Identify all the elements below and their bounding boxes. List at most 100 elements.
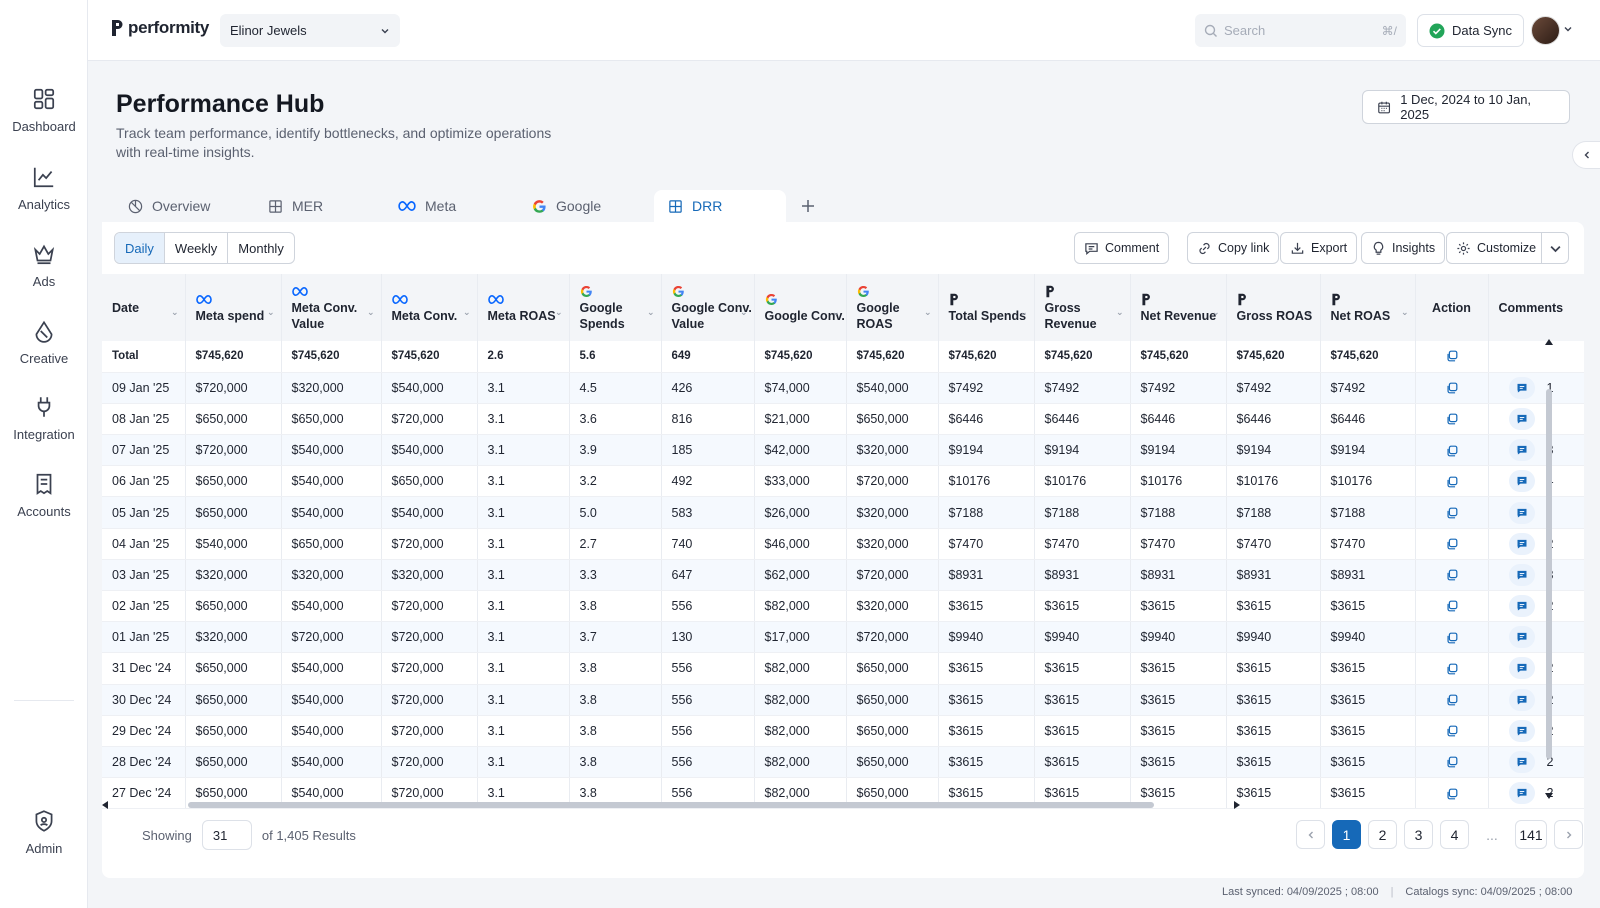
column-header[interactable]: Meta Conv. Value ⌄ <box>281 274 382 341</box>
sort-chevron-icon[interactable]: ⌄ <box>266 307 275 317</box>
column-header[interactable]: Action <box>1415 274 1489 341</box>
sort-chevron-icon[interactable]: ⌄ <box>1115 307 1124 317</box>
sidebar-item-admin[interactable]: Admin <box>0 808 88 878</box>
sort-chevron-icon[interactable]: ⌄ <box>554 307 563 317</box>
duplicate-icon[interactable] <box>1445 412 1459 426</box>
column-header[interactable]: Gross Revenue ⌄ <box>1034 274 1131 341</box>
table-row[interactable]: 30 Dec '24 $650,000 $540,000 $720,000 3.1 3.8… <box>102 684 1584 716</box>
comment-bubble[interactable] <box>1508 657 1535 680</box>
period-monthly[interactable]: Monthly <box>238 240 284 256</box>
horizontal-scrollbar[interactable] <box>102 799 1242 809</box>
comment-bubble[interactable] <box>1508 439 1535 462</box>
page-button[interactable]: 1 <box>1332 820 1361 849</box>
vertical-scroll-thumb[interactable] <box>1546 389 1552 759</box>
customize-button[interactable]: Customize <box>1446 232 1570 264</box>
sidebar-item-analytics[interactable]: Analytics <box>0 164 88 234</box>
sort-chevron-icon[interactable]: ⌄ <box>831 307 840 317</box>
scroll-right-icon[interactable] <box>1234 801 1240 809</box>
sort-chevron-icon[interactable]: ⌄ <box>1400 307 1409 317</box>
table-row[interactable]: 28 Dec '24 $650,000 $540,000 $720,000 3.1 3.8… <box>102 746 1584 779</box>
copy-link-button[interactable]: Copy link <box>1187 232 1280 264</box>
table-row[interactable]: 01 Jan '25 $320,000 $720,000 $720,000 3.1 3.7… <box>102 621 1584 654</box>
column-header[interactable]: Meta spend ⌄ <box>185 274 282 341</box>
insights-button[interactable]: Insights <box>1361 232 1446 264</box>
comment-bubble[interactable] <box>1508 626 1535 649</box>
brand-select[interactable]: Elinor Jewels <box>220 14 400 47</box>
sort-chevron-icon[interactable]: ⌄ <box>923 307 932 317</box>
sidebar-item-ads[interactable]: Ads <box>0 241 88 311</box>
duplicate-icon[interactable] <box>1445 444 1459 458</box>
period-weekly[interactable]: Weekly <box>165 233 229 263</box>
sort-chevron-icon[interactable]: ⌄ <box>739 307 748 317</box>
scroll-down-icon[interactable] <box>1545 793 1553 799</box>
table-row[interactable]: 05 Jan '25 $650,000 $540,000 $540,000 3.1 5.0… <box>102 496 1584 529</box>
sort-chevron-icon[interactable]: ⌄ <box>1211 307 1220 317</box>
avatar[interactable] <box>1531 16 1560 45</box>
sort-chevron-icon[interactable]: ⌄ <box>1305 307 1314 317</box>
comment-bubble[interactable] <box>1508 376 1535 399</box>
column-header[interactable]: Date ⌄ <box>102 274 186 341</box>
export-button[interactable]: Export <box>1280 232 1358 264</box>
column-header[interactable]: Gross ROAS ⌄ <box>1226 274 1321 341</box>
scroll-left-icon[interactable] <box>102 801 108 809</box>
duplicate-icon[interactable] <box>1445 631 1459 645</box>
duplicate-icon[interactable] <box>1445 724 1459 738</box>
table-row[interactable]: 06 Jan '25 $650,000 $540,000 $650,000 3.1 3.2… <box>102 465 1584 498</box>
chevron-down-icon[interactable] <box>1563 24 1573 34</box>
duplicate-icon[interactable] <box>1445 787 1459 801</box>
tab-meta[interactable]: Meta <box>384 190 470 222</box>
table-row[interactable]: 07 Jan '25 $720,000 $540,000 $540,000 3.1 3.9… <box>102 434 1584 467</box>
date-range-picker[interactable]: 1 Dec, 2024 to 10 Jan, 2025 <box>1362 90 1570 124</box>
duplicate-icon[interactable] <box>1445 506 1459 520</box>
horizontal-scroll-thumb[interactable] <box>188 802 1154 808</box>
column-header[interactable]: Net ROAS ⌄ <box>1320 274 1416 341</box>
add-tab-button[interactable] <box>796 194 820 218</box>
duplicate-icon[interactable] <box>1445 568 1459 582</box>
page-button[interactable]: 4 <box>1440 820 1469 849</box>
sort-chevron-icon[interactable]: ⌄ <box>462 307 471 317</box>
comment-bubble[interactable] <box>1508 532 1535 555</box>
column-header[interactable]: Google Spends ⌄ <box>569 274 662 341</box>
collapse-panel-button[interactable] <box>1572 141 1600 169</box>
comment-bubble[interactable] <box>1508 501 1535 524</box>
comment-bubble[interactable] <box>1508 470 1535 493</box>
page-button[interactable]: 2 <box>1368 820 1397 849</box>
column-header[interactable]: Meta ROAS ⌄ <box>477 274 570 341</box>
sidebar-item-dashboard[interactable]: Dashboard <box>0 86 88 156</box>
customize-dropdown-toggle[interactable] <box>1541 233 1568 263</box>
comment-bubble[interactable] <box>1508 782 1535 805</box>
page-size-input[interactable] <box>201 820 252 850</box>
comment-bubble[interactable] <box>1508 719 1535 742</box>
data-sync-button[interactable]: Data Sync <box>1417 14 1524 47</box>
search-input[interactable] <box>1224 23 1364 38</box>
tab-google[interactable]: Google <box>518 190 615 222</box>
comment-bubble[interactable] <box>1508 595 1535 618</box>
duplicate-icon[interactable] <box>1445 475 1459 489</box>
table-row[interactable]: 08 Jan '25 $650,000 $650,000 $720,000 3.1 3.6… <box>102 403 1584 436</box>
table-row[interactable]: 09 Jan '25 $720,000 $320,000 $540,000 3.1 4.5… <box>102 372 1584 404</box>
tab-drr[interactable]: DRR <box>654 190 786 222</box>
duplicate-icon[interactable] <box>1445 349 1459 363</box>
app-logo[interactable]: performity <box>110 18 209 38</box>
table-row[interactable]: 04 Jan '25 $540,000 $650,000 $720,000 3.1 2.7… <box>102 528 1584 560</box>
tab-mer[interactable]: MER <box>254 190 337 222</box>
period-daily[interactable]: Daily <box>115 233 165 263</box>
sort-chevron-icon[interactable]: ⌄ <box>366 307 375 317</box>
sidebar-item-integration[interactable]: Integration <box>0 394 88 464</box>
duplicate-icon[interactable] <box>1445 599 1459 613</box>
column-header[interactable]: Google Conv. Value ⌄ <box>661 274 755 341</box>
column-header[interactable]: Comments <box>1488 274 1584 341</box>
table-row[interactable]: 02 Jan '25 $650,000 $540,000 $720,000 3.1 3.8… <box>102 590 1584 623</box>
table-row[interactable]: 29 Dec '24 $650,000 $540,000 $720,000 3.1 3.8… <box>102 715 1584 747</box>
comment-bubble[interactable] <box>1508 563 1535 586</box>
prev-page-button[interactable] <box>1296 820 1325 849</box>
column-header[interactable]: Google Conv. ⌄ <box>754 274 847 341</box>
sort-chevron-icon[interactable]: ⌄ <box>170 307 179 317</box>
table-row[interactable]: 31 Dec '24 $650,000 $540,000 $720,000 3.1 3.8… <box>102 652 1584 685</box>
column-header[interactable]: Meta Conv. ⌄ <box>381 274 478 341</box>
scroll-up-icon[interactable] <box>1545 339 1553 345</box>
column-header[interactable]: Net Revenue ⌄ <box>1130 274 1227 341</box>
column-header[interactable]: Google ROAS ⌄ <box>846 274 939 341</box>
column-header[interactable]: Total Spends ⌄ <box>938 274 1035 341</box>
next-page-button[interactable] <box>1554 820 1583 849</box>
